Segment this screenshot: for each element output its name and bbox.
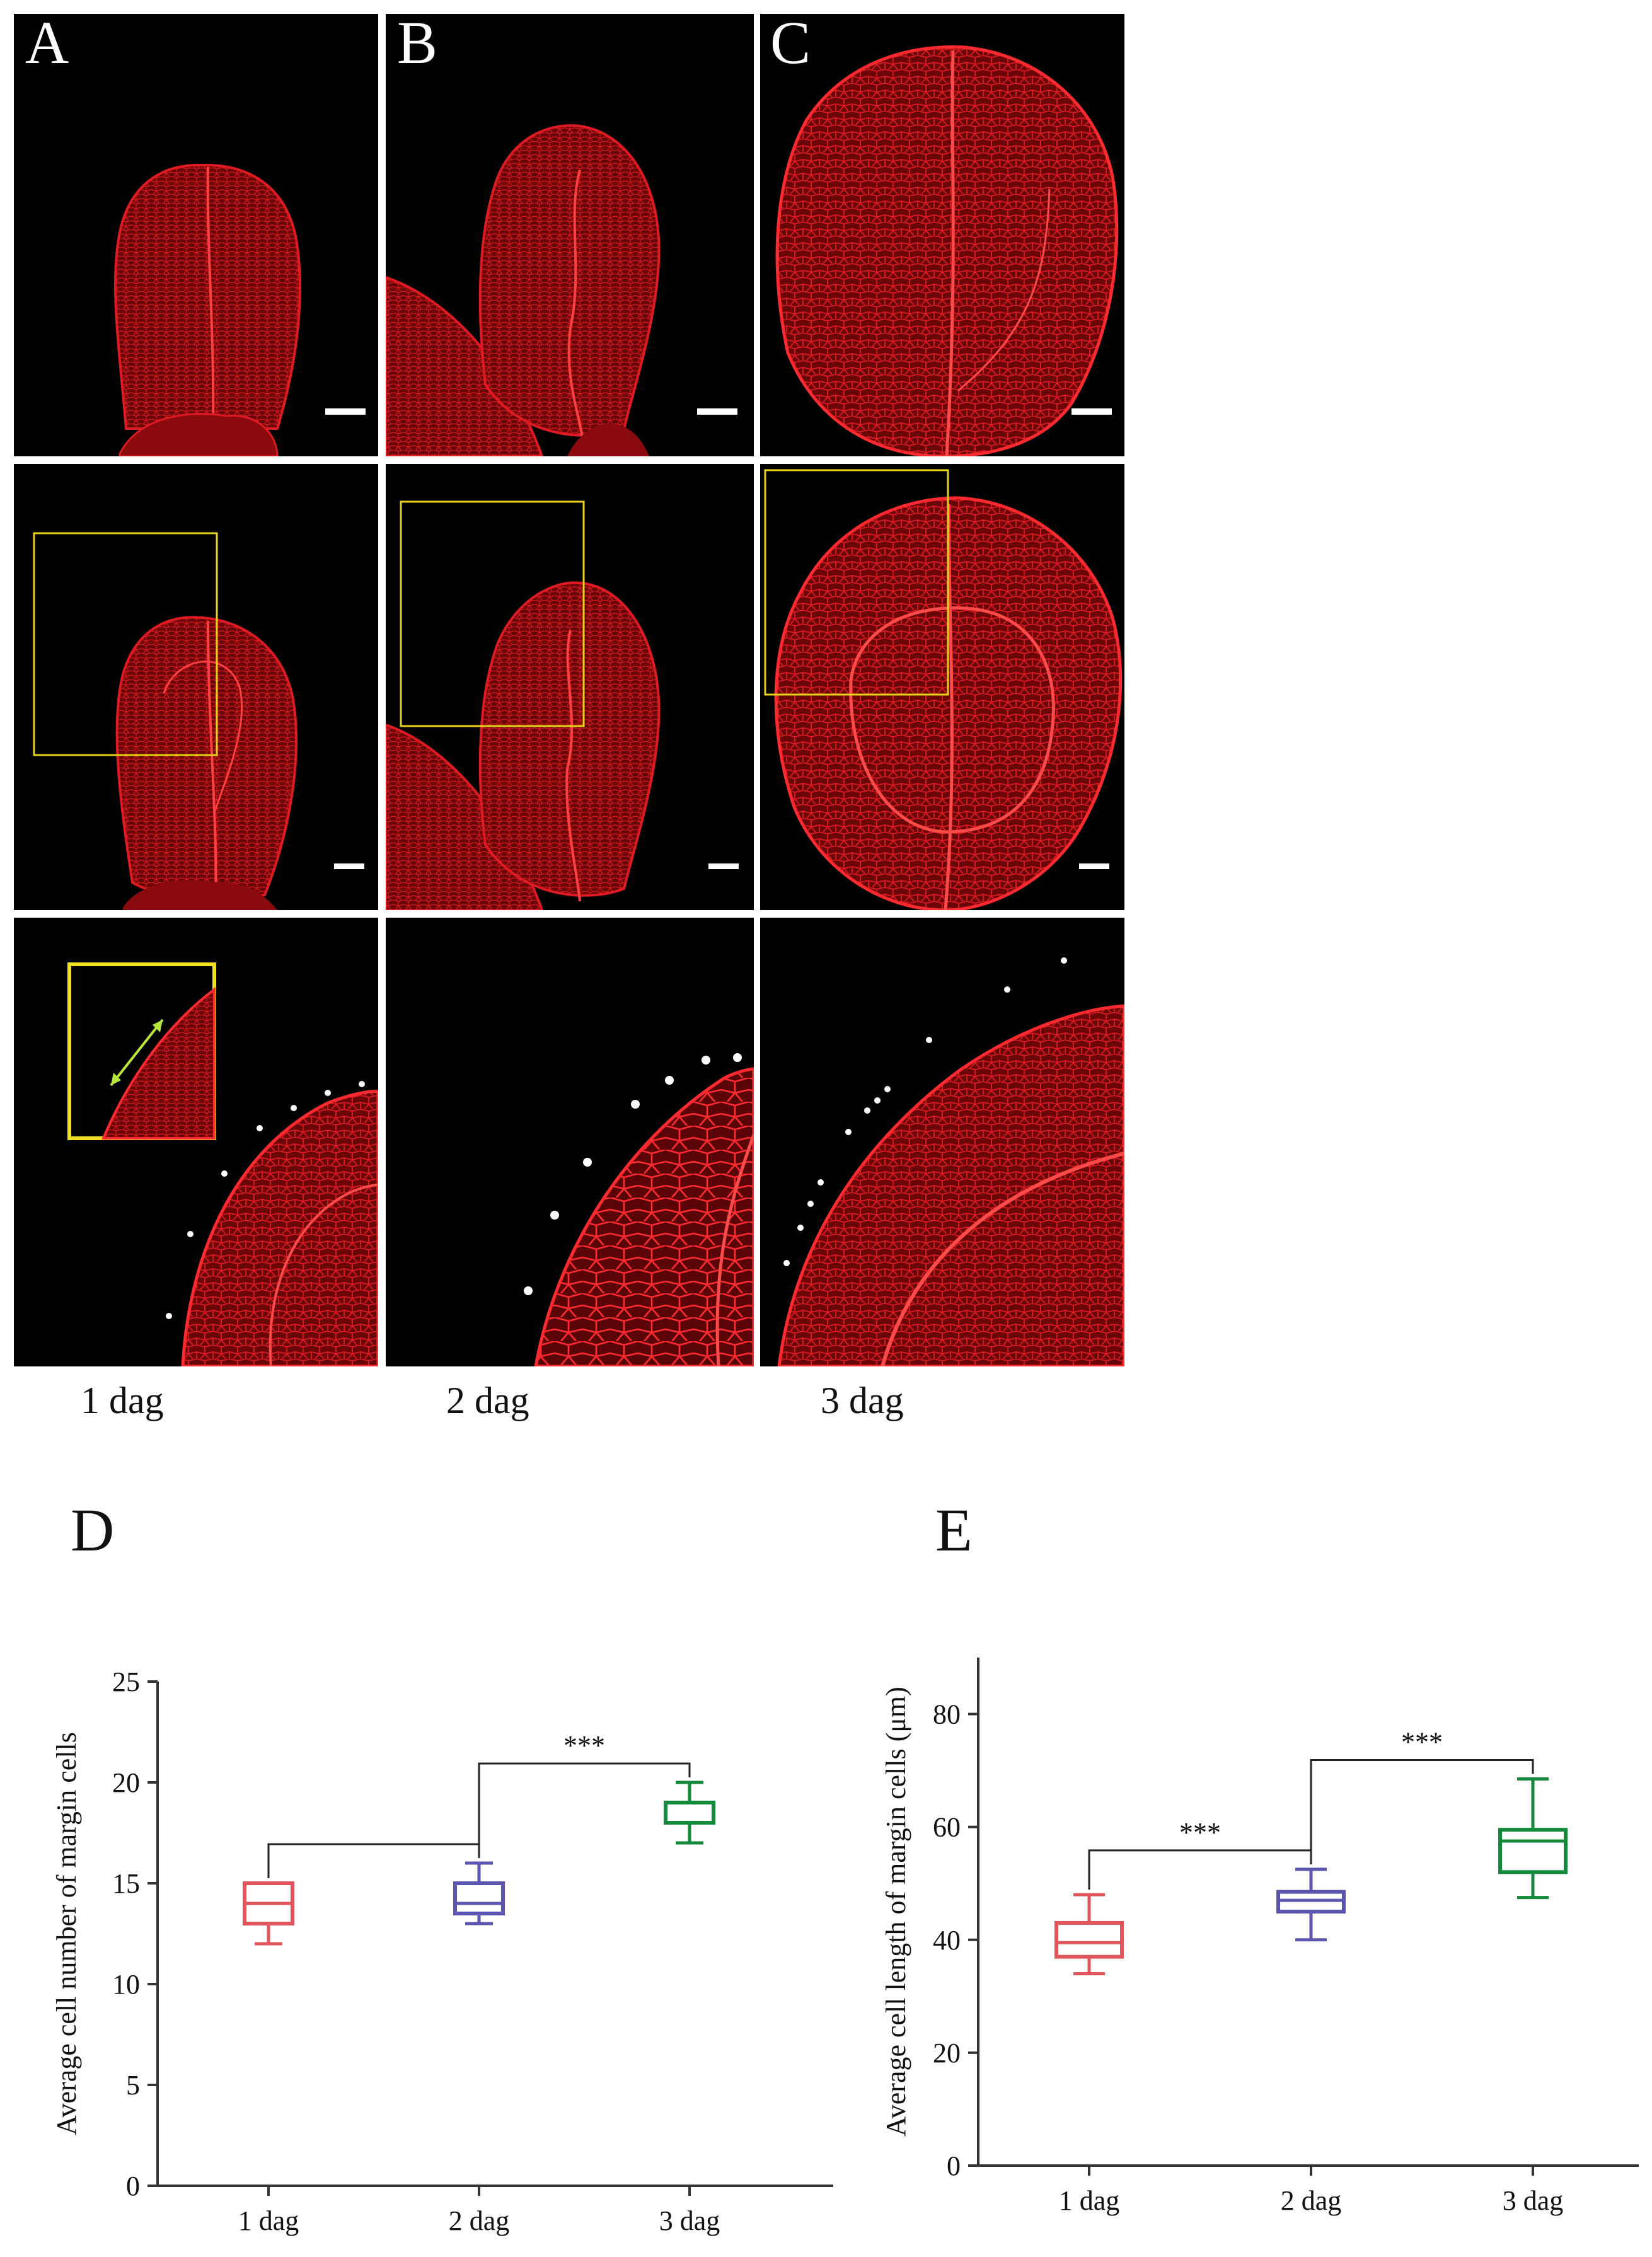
scale-bar (325, 408, 366, 415)
box-iqr (664, 1801, 715, 1825)
column-label-3dag: 3 dag (821, 1380, 904, 1421)
y-tick-label: 20 (112, 1767, 140, 1798)
micrograph-a-row2 (14, 464, 378, 910)
panel-letter-c: C (770, 9, 811, 76)
box-iqr (1054, 1920, 1124, 1959)
margin-cell-stars (524, 1053, 742, 1295)
box-1 (453, 1861, 505, 1925)
y-tick-label: 20 (933, 2038, 961, 2069)
bracket-line (1088, 1849, 1312, 1890)
micrograph-c-row1: C (760, 9, 1124, 456)
micrograph-a-row3 (14, 918, 378, 1366)
margin-cell-stars (166, 1081, 365, 1319)
column-label-2dag: 2 dag (446, 1380, 529, 1421)
comparison-bracket-0 (267, 1843, 480, 1878)
y-tick-label: 60 (933, 1812, 961, 1843)
significance-label: *** (563, 1730, 605, 1761)
y-tick-label: 5 (126, 2070, 140, 2101)
bracket-line (267, 1843, 480, 1878)
highlight-box (400, 500, 585, 727)
significance-label: *** (1179, 1817, 1221, 1848)
micrograph-b-row3 (386, 918, 754, 1366)
box-0 (243, 1881, 294, 1946)
y-tick-label: 80 (933, 1699, 961, 1730)
scale-bar (1079, 863, 1109, 869)
chart-e: 0 20 40 60 80 Average cell length of margin c… (881, 1658, 1639, 2216)
micrograph-grid: A B C (14, 9, 1124, 1421)
comparison-bracket-0: *** (1088, 1817, 1312, 1890)
micrograph-c-row2 (760, 464, 1124, 910)
comparison-bracket-1: *** (1310, 1727, 1534, 1864)
column-label-1dag: 1 dag (81, 1380, 164, 1421)
y-tick-label: 0 (126, 2171, 140, 2202)
y-tick-label: 0 (947, 2150, 961, 2181)
margin-cell-stars (783, 957, 1067, 1266)
scale-bar (708, 863, 739, 869)
x-tick-label: 3 dag (1503, 2185, 1564, 2216)
bracket-line (478, 1762, 691, 1858)
bracket-line (1310, 1759, 1534, 1864)
micrograph-c-row3 (760, 918, 1124, 1366)
micrograph-b-row2 (386, 464, 754, 910)
highlight-box (33, 532, 218, 756)
x-tick-label: 1 dag (238, 2205, 299, 2236)
box-iqr (453, 1881, 505, 1915)
y-tick-label: 15 (112, 1868, 140, 1899)
scale-bar (334, 863, 364, 869)
x-tick-label: 2 dag (449, 2205, 510, 2236)
scale-bar (697, 408, 737, 415)
y-tick-label: 40 (933, 1925, 961, 1956)
box-0 (1054, 1893, 1124, 1976)
micrograph-a-row1: A (14, 9, 378, 456)
panel-letter-a: A (25, 9, 69, 76)
y-axis-label: Average cell length of margin cells (μm) (881, 1687, 911, 2136)
micrograph-b-row1: B (386, 9, 754, 456)
highlight-box (764, 469, 949, 696)
y-axis-label: Average cell number of margin cells (51, 1732, 82, 2135)
box-2 (1498, 1777, 1568, 1900)
x-tick-label: 2 dag (1281, 2185, 1342, 2216)
box-2 (664, 1781, 715, 1845)
box-iqr (1498, 1828, 1568, 1874)
y-tick-label: 10 (112, 1969, 140, 2000)
inset-length-arrow (110, 1019, 164, 1087)
significance-label: *** (1401, 1727, 1443, 1758)
y-tick-label: 25 (112, 1666, 140, 1697)
panel-letter-b: B (397, 9, 437, 76)
box-1 (1276, 1867, 1346, 1942)
x-tick-label: 1 dag (1059, 2185, 1120, 2216)
scale-bar (1071, 408, 1112, 415)
x-tick-label: 3 dag (659, 2205, 720, 2236)
comparison-bracket-1: *** (478, 1730, 691, 1858)
chart-letter-d: D (71, 1496, 114, 1564)
chart-d: 0 5 10 15 20 25 Average cell number of margin … (51, 1666, 833, 2236)
chart-letter-e: E (935, 1496, 973, 1564)
